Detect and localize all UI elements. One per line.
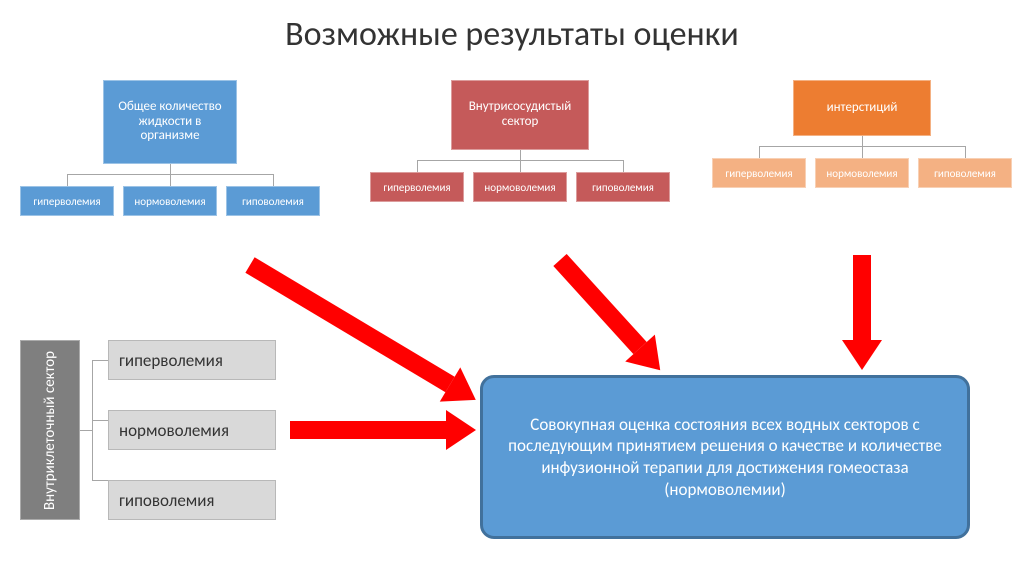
tree-intravascular-child-2: гиповолемия [576, 172, 670, 202]
tree-interstitium-child-1: нормоволемия [815, 158, 909, 188]
tree-interstitium-root: интерстиций [793, 80, 931, 136]
arrow-3-body [290, 421, 446, 439]
arrow-0 [250, 265, 476, 400]
tree-intravascular: Внутрисосудистый сектор гиперволемия нормо… [370, 80, 670, 202]
tree-intracellular-root: Внутриклеточный сектор [20, 340, 80, 520]
tree-intravascular-child-0: гиперволемия [370, 172, 464, 202]
arrow-2-body [853, 255, 871, 340]
tree-intravascular-children: гиперволемия нормоволемия гиповолемия [370, 172, 670, 202]
arrow-3-head [446, 410, 476, 450]
tree-interstitium-connectors [712, 136, 1012, 158]
arrow-0-body [245, 257, 454, 392]
tree-interstitium-child-2: гиповолемия [918, 158, 1012, 188]
tree-intravascular-connectors [370, 150, 670, 172]
tree-total-connectors [20, 164, 320, 186]
page-title: Возможные результаты оценки [0, 14, 1024, 55]
tree-intravascular-root: Внутрисосудистый сектор [451, 80, 589, 150]
tree-total-child-2: гиповолемия [226, 186, 320, 216]
tree-total: Общее количество жидкости в организме гип… [20, 80, 320, 216]
tree-intracellular-connectors [80, 340, 108, 520]
conclusion-box: Совокупная оценка состояния всех водных … [480, 375, 970, 539]
tree-intracellular-children: гиперволемия нормоволемия гиповолемия [108, 340, 276, 520]
tree-total-child-0: гиперволемия [20, 186, 114, 216]
tree-intracellular: Внутриклеточный сектор гиперволемия нормов… [20, 340, 276, 520]
tree-intravascular-child-1: нормоволемия [473, 172, 567, 202]
tree-interstitium-children: гиперволемия нормоволемия гиповолемия [712, 158, 1012, 188]
tree-total-children: гиперволемия нормоволемия гиповолемия [20, 186, 320, 216]
tree-interstitium-child-0: гиперволемия [712, 158, 806, 188]
tree-total-root: Общее количество жидкости в организме [103, 80, 237, 164]
arrow-1-body [553, 254, 646, 354]
tree-intracellular-child-0: гиперволемия [108, 340, 276, 380]
tree-interstitium: интерстиций гиперволемия нормоволемия гипов… [712, 80, 1012, 188]
arrow-1 [560, 260, 660, 370]
tree-intracellular-child-2: гиповолемия [108, 480, 276, 520]
arrow-2-head [842, 340, 882, 370]
tree-intracellular-child-1: нормоволемия [108, 410, 276, 450]
tree-total-child-1: нормоволемия [123, 186, 217, 216]
